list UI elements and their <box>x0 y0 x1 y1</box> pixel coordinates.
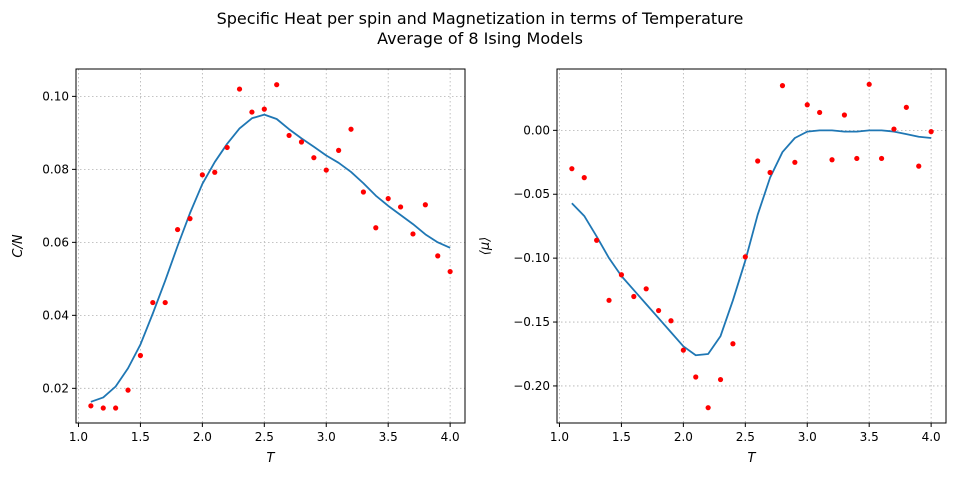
y-tick-label: 0.08 <box>42 162 69 176</box>
x-tick-label: 3.0 <box>317 430 336 444</box>
data-point <box>928 129 934 135</box>
y-tick-label: 0.04 <box>42 308 69 322</box>
data-point <box>311 155 317 161</box>
y-axis-label: ⟨μ⟩ <box>478 237 493 255</box>
plot-frame <box>75 68 466 424</box>
data-point <box>274 82 280 88</box>
y-tick-label: 0.00 <box>523 123 550 137</box>
data-point <box>569 166 575 172</box>
data-point <box>804 102 810 108</box>
data-point <box>755 158 761 164</box>
data-point <box>199 172 205 178</box>
data-point <box>779 83 786 89</box>
y-tick-label: 0.10 <box>42 89 69 103</box>
data-point <box>792 159 798 165</box>
y-tick-label: 0.02 <box>42 381 69 395</box>
data-point <box>655 307 662 314</box>
data-point <box>730 341 736 347</box>
chart-panel-1: 1.0 1.5 2.0 2.5 3.0 3.5 4.0 0.02 0.04 0.06 0.08 0.1… <box>11 68 466 466</box>
data-point <box>891 126 897 132</box>
data-point <box>286 132 292 139</box>
x-tick-label: 1.5 <box>131 430 150 444</box>
x-tick-label: 3.5 <box>860 430 879 444</box>
data-point <box>212 169 218 175</box>
data-point <box>125 387 131 393</box>
data-point <box>767 169 773 176</box>
y-axis-label: C/N <box>11 234 26 257</box>
y-tick-label: −0.05 <box>513 187 550 201</box>
data-point <box>137 352 144 359</box>
data-point <box>742 254 748 260</box>
data-point <box>187 216 193 222</box>
data-point <box>100 405 106 411</box>
data-point <box>261 106 267 112</box>
figure-title: Specific Heat per spin and Magnetization… <box>216 9 744 28</box>
y-tick-label: −0.10 <box>513 251 550 265</box>
data-point <box>298 139 305 145</box>
data-point <box>323 167 329 173</box>
x-tick-label: 1.0 <box>550 430 569 444</box>
y-tick-label: −0.15 <box>513 315 550 329</box>
x-tick-label: 1.0 <box>69 430 88 444</box>
data-point <box>360 189 367 195</box>
data-point <box>916 163 922 169</box>
x-tick-label: 2.0 <box>674 430 693 444</box>
data-point <box>249 109 255 115</box>
data-point <box>606 297 612 303</box>
data-point <box>618 272 625 278</box>
data-point <box>854 155 860 162</box>
chart-panel-2: 1.0 1.5 2.0 2.5 3.0 3.5 4.0 −0.20 −0.15 −0.10 −0.0… <box>478 68 947 466</box>
x-axis-label: T <box>748 451 757 466</box>
data-point <box>717 376 724 383</box>
plot-frame <box>556 68 947 424</box>
data-point <box>705 405 711 411</box>
data-point <box>866 81 872 87</box>
data-point <box>385 195 391 202</box>
data-point <box>397 204 404 210</box>
y-tick-label: 0.06 <box>42 235 69 249</box>
fit-line <box>571 129 932 357</box>
data-point <box>581 175 587 181</box>
fit-line <box>90 113 451 403</box>
data-point <box>841 112 848 118</box>
data-point <box>174 226 181 233</box>
data-point <box>594 237 600 243</box>
data-point <box>162 299 168 306</box>
x-tick-label: 3.0 <box>798 430 817 444</box>
figure-subtitle: Average of 8 Ising Models <box>377 29 583 48</box>
data-point <box>631 293 637 300</box>
data-point <box>903 104 909 110</box>
data-point <box>224 144 230 151</box>
data-point <box>817 109 823 116</box>
data-point <box>668 318 674 324</box>
data-point <box>447 268 453 275</box>
x-tick-label: 2.0 <box>193 430 212 444</box>
x-tick-label: 2.5 <box>736 430 755 444</box>
data-point <box>693 374 699 380</box>
data-point <box>373 225 379 231</box>
x-tick-label: 1.5 <box>612 430 631 444</box>
data-point <box>236 86 243 92</box>
data-point <box>348 126 354 132</box>
data-point <box>88 403 94 409</box>
data-point <box>878 155 885 162</box>
data-point <box>435 253 441 259</box>
x-axis-label: T <box>267 451 276 466</box>
data-point <box>643 286 649 292</box>
data-point <box>422 202 428 208</box>
x-tick-label: 4.0 <box>922 430 941 444</box>
data-point <box>680 347 686 353</box>
data-point <box>150 299 156 306</box>
x-tick-label: 3.5 <box>379 430 398 444</box>
data-point <box>410 231 416 237</box>
data-point <box>113 405 119 411</box>
x-tick-label: 2.5 <box>255 430 274 444</box>
y-tick-label: −0.20 <box>513 379 550 393</box>
data-point <box>829 157 835 163</box>
data-point <box>336 147 342 153</box>
x-tick-label: 4.0 <box>441 430 460 444</box>
